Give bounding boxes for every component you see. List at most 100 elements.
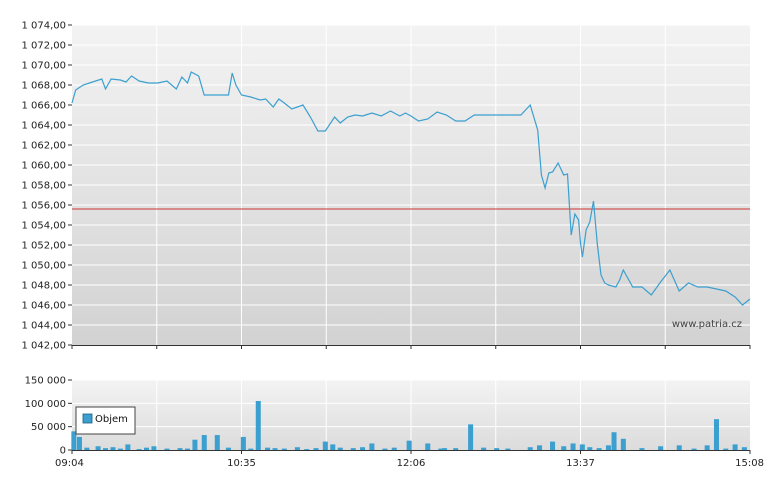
volume-bar: [570, 443, 576, 450]
volume-bar: [240, 436, 246, 450]
volume-bar: [95, 446, 101, 450]
volume-bar: [587, 447, 593, 450]
volume-x-axis-ticks: 09:04 10:35 12:06 13:37 15:08: [55, 450, 764, 469]
volume-bar: [184, 448, 190, 450]
volume-y-tick-label: 150 000: [25, 376, 66, 387]
price-y-tick-label: 1 052,00: [21, 241, 66, 252]
volume-panel: 150 000 100 000 50 000 0 09:04 10:35 12:06 13:…: [25, 376, 764, 470]
volume-bar: [225, 447, 231, 450]
volume-bar: [322, 441, 328, 450]
volume-bar: [136, 449, 142, 450]
price-y-tick-label: 1 066,00: [21, 101, 66, 112]
volume-bar: [596, 448, 602, 450]
volume-bar: [192, 439, 198, 450]
volume-bar: [391, 447, 397, 450]
volume-bar: [164, 448, 170, 450]
price-y-tick-label: 1 056,00: [21, 201, 66, 212]
volume-bar: [741, 447, 747, 450]
volume-bar: [561, 446, 567, 450]
volume-bar: [177, 448, 183, 450]
legend: Objem: [75, 406, 136, 435]
volume-bar: [505, 448, 511, 450]
volume-bar: [110, 447, 116, 450]
volume-bar: [732, 444, 738, 450]
x-tick-label: 10:35: [227, 458, 256, 469]
volume-bar: [611, 432, 617, 450]
volume-bar: [272, 448, 278, 450]
volume-bar: [406, 440, 412, 450]
price-y-tick-label: 1 044,00: [21, 321, 66, 332]
volume-bar: [281, 448, 287, 450]
price-y-tick-label: 1 050,00: [21, 261, 66, 272]
volume-gridlines: [72, 379, 750, 450]
volume-bar: [442, 448, 448, 450]
volume-bar: [537, 445, 543, 450]
volume-bar: [144, 447, 150, 450]
volume-bar: [151, 446, 157, 450]
price-y-tick-label: 1 064,00: [21, 121, 66, 132]
volume-bar: [369, 443, 375, 450]
volume-bar: [704, 445, 710, 450]
price-x-ticks: [71, 345, 751, 349]
volume-bar: [201, 435, 207, 450]
volume-bar: [304, 449, 310, 450]
volume-bar: [330, 444, 336, 450]
volume-bar: [468, 424, 474, 450]
volume-bar: [214, 435, 220, 450]
x-tick-label: 13:37: [566, 458, 595, 469]
volume-bar: [713, 419, 719, 450]
legend-swatch: [82, 413, 93, 424]
price-series-line: [71, 71, 751, 306]
volume-bar: [255, 401, 261, 450]
price-y-tick-label: 1 048,00: [21, 281, 66, 292]
volume-bar: [313, 448, 319, 450]
volume-bar: [425, 443, 431, 450]
volume-bar: [639, 448, 645, 450]
volume-bar: [125, 444, 131, 450]
volume-bar: [360, 447, 366, 450]
volume-bar: [76, 436, 82, 450]
price-y-tick-label: 1 046,00: [21, 301, 66, 312]
volume-bar: [620, 438, 626, 450]
volume-bar: [494, 448, 500, 450]
price-y-axis: 1 074,00 1 072,00 1 070,00 1 068,00 1 066,00…: [21, 21, 72, 352]
volume-bar: [248, 448, 254, 450]
price-y-tick-label: 1 070,00: [21, 61, 66, 72]
volume-bar: [71, 431, 77, 450]
volume-bar: [103, 448, 109, 450]
watermark: www.patria.cz: [672, 319, 742, 330]
volume-bar: [579, 444, 585, 450]
price-y-tick-label: 1 058,00: [21, 181, 66, 192]
price-panel: 1 074,00 1 072,00 1 070,00 1 068,00 1 066,00…: [21, 21, 751, 352]
volume-y-tick-label: 50 000: [31, 422, 66, 433]
volume-y-tick-label: 100 000: [25, 399, 66, 410]
price-y-tick-label: 1 068,00: [21, 81, 66, 92]
price-y-tick-label: 1 060,00: [21, 161, 66, 172]
volume-bar: [527, 447, 533, 450]
price-y-tick-label: 1 062,00: [21, 141, 66, 152]
x-tick-label: 09:04: [55, 458, 84, 469]
volume-bar: [453, 448, 459, 450]
volume-bar: [117, 448, 123, 450]
volume-bar: [658, 446, 664, 450]
price-y-tick-label: 1 054,00: [21, 221, 66, 232]
x-tick-label: 15:08: [735, 458, 764, 469]
volume-bar: [294, 447, 300, 450]
volume-bars: [71, 401, 747, 450]
volume-bar: [265, 447, 271, 450]
volume-bar: [382, 448, 388, 450]
volume-bar: [337, 447, 343, 450]
legend-box: [75, 406, 136, 435]
volume-bar: [350, 448, 356, 450]
price-y-tick-label: 1 042,00: [21, 341, 66, 352]
volume-bar: [84, 447, 90, 450]
price-gridlines: [72, 24, 750, 345]
x-tick-label: 12:06: [397, 458, 426, 469]
volume-bar: [550, 441, 556, 450]
volume-bar: [676, 445, 682, 450]
price-y-tick-label: 1 072,00: [21, 41, 66, 52]
price-y-tick-label: 1 074,00: [21, 21, 66, 32]
volume-bar: [605, 445, 611, 450]
volume-bar: [723, 448, 729, 450]
